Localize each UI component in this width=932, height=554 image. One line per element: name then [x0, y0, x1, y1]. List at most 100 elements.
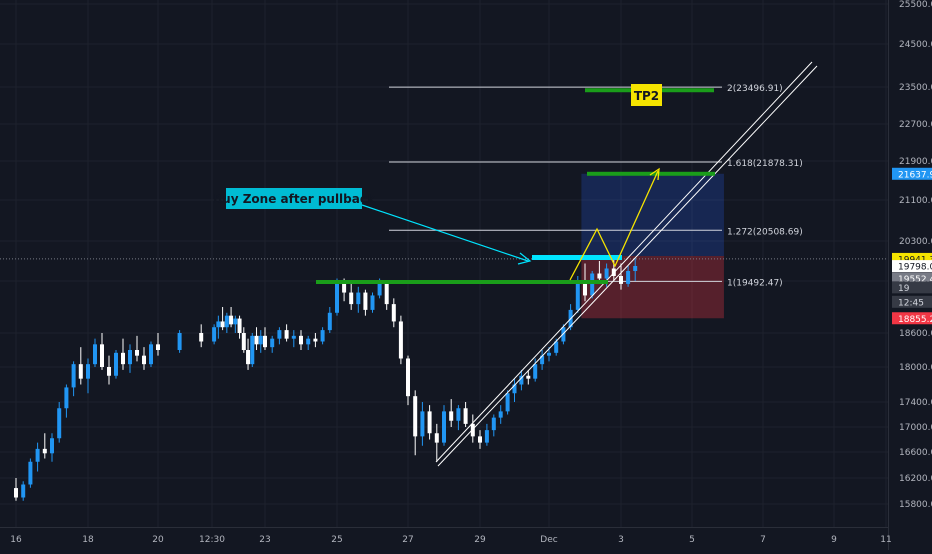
candle-body [78, 364, 83, 379]
candle [263, 327, 267, 350]
candle [14, 478, 18, 501]
candle-body [299, 335, 303, 345]
candle-body [263, 335, 267, 348]
price-axis-label: 25500.00 [899, 0, 932, 10]
candle-body [398, 321, 403, 359]
candle [449, 399, 454, 427]
time-axis-label: 18 [82, 535, 94, 545]
candle [356, 286, 361, 313]
candle-body [313, 338, 318, 342]
candle-body [320, 330, 325, 342]
price-tag-bg [892, 295, 932, 308]
candle-body [526, 375, 531, 379]
candle-body [250, 335, 255, 365]
candle-body [370, 295, 375, 310]
candle [349, 283, 354, 310]
candle-body [277, 330, 282, 339]
candle-body [86, 364, 90, 379]
time-axis-label: Dec [540, 535, 557, 545]
tp2-annotation[interactable]: TP2 [631, 84, 662, 106]
price-tag-label: 21637.90 [898, 170, 932, 180]
candle-body [35, 448, 40, 462]
candle [277, 327, 282, 345]
candle-body [575, 281, 580, 310]
time-axis-label: 25 [331, 535, 342, 545]
time-axis-label: 23 [259, 535, 270, 545]
candle-body [384, 283, 389, 305]
candle [498, 405, 503, 424]
candle [237, 315, 242, 339]
candle [135, 335, 139, 362]
candle [484, 423, 489, 446]
candle-body [505, 393, 510, 412]
buy-zone-arrow [361, 204, 529, 262]
candle [406, 355, 410, 406]
price-tag-bg [892, 252, 932, 265]
candle [505, 390, 510, 415]
candle-body [246, 350, 251, 365]
price-axis-label: 17000.00 [899, 423, 932, 433]
price-axis-label: 16200.00 [899, 474, 932, 484]
price-axis-label: 22700.00 [899, 120, 932, 130]
time-axis-label: 7 [760, 535, 766, 545]
position-profit-zone [581, 173, 724, 256]
candle [420, 402, 425, 446]
candle-body [237, 318, 242, 333]
time-axis[interactable]: 16 18 20 12:30 23 25 27 29 Dec 3 5 7 9 11 [10, 535, 891, 545]
price-tag: 19 [892, 281, 932, 294]
candle-series [14, 258, 638, 501]
candle-body [216, 321, 221, 328]
candle-body [583, 281, 587, 296]
buy-zone-arrowhead [517, 252, 532, 265]
time-axis-label: 12:30 [199, 535, 225, 545]
candle [241, 327, 246, 353]
candle [233, 315, 238, 333]
candle-body [28, 461, 33, 485]
candle-body [327, 312, 332, 331]
price-tag-bg [892, 167, 932, 180]
candle [463, 402, 468, 427]
price-axis-label: 23500.00 [899, 83, 932, 93]
candle-body [128, 350, 132, 365]
candle-body [519, 375, 524, 385]
candle-body [270, 338, 275, 348]
candle [491, 414, 496, 437]
candle-body [547, 352, 551, 356]
price-axis-label: 17400.00 [899, 398, 932, 408]
candle-body [212, 327, 217, 342]
candle [306, 335, 311, 350]
price-axis-label: 21100.00 [899, 196, 932, 206]
candle-body [470, 423, 475, 437]
buy-zone-label: Buy Zone after pullback [213, 192, 376, 206]
candle-body [291, 335, 296, 339]
candle-body [604, 268, 609, 279]
candle-body [100, 344, 104, 367]
candle-body [420, 411, 425, 437]
price-axis-label: 24500.00 [899, 40, 932, 50]
candle [533, 358, 538, 382]
candle [42, 433, 47, 459]
time-axis-label: 20 [152, 535, 164, 545]
candle-body [156, 344, 160, 350]
candle-body [540, 355, 545, 365]
time-axis-label: 29 [474, 535, 486, 545]
candle-body [626, 271, 631, 284]
buy-zone-annotation[interactable]: Buy Zone after pullback [213, 188, 376, 209]
candle-body [554, 341, 559, 353]
buy-zone-bar [532, 255, 622, 260]
candle [21, 481, 26, 501]
candle-body [478, 436, 482, 443]
candle [327, 307, 332, 333]
candle-body [220, 321, 225, 328]
price-tag-bg [892, 312, 932, 325]
price-axis-label: 18000.00 [899, 363, 932, 373]
candle [512, 378, 517, 402]
candle-body [254, 335, 259, 345]
candle [299, 330, 303, 350]
candle-body [456, 408, 461, 421]
position-tool[interactable] [581, 173, 724, 319]
candle-body [224, 315, 229, 328]
candle [199, 324, 204, 348]
price-tags: 21637.9019941.3919798.0019552.441912:451… [892, 167, 932, 325]
